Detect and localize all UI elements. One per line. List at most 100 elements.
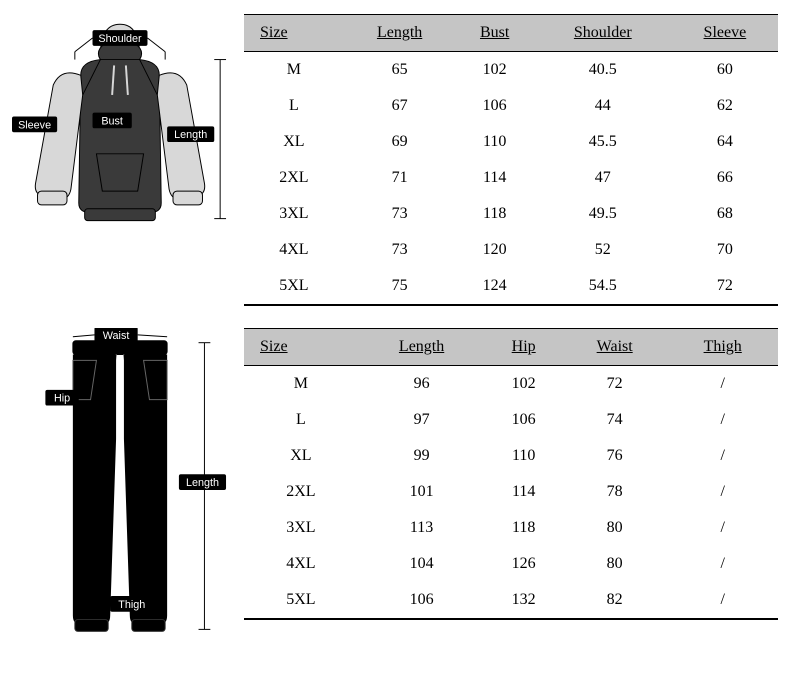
table-row: 2XL711144766 (244, 160, 778, 196)
table-cell: 71 (344, 160, 456, 196)
table-row: 3XL7311849.568 (244, 196, 778, 232)
table-cell: 73 (344, 196, 456, 232)
table-cell: 80 (562, 546, 667, 582)
th-length2: Length (358, 329, 486, 366)
th-hip: Hip (485, 329, 562, 366)
length-label-top: Length (174, 129, 207, 141)
th-shoulder: Shoulder (534, 15, 672, 52)
table-cell: 120 (456, 232, 534, 268)
table-cell: 114 (485, 474, 562, 510)
th-waist: Waist (562, 329, 667, 366)
table-cell: / (667, 546, 778, 582)
thigh-label: Thigh (118, 599, 145, 611)
table-cell: 49.5 (534, 196, 672, 232)
table-cell: 110 (485, 438, 562, 474)
table-cell: 5XL (244, 582, 358, 619)
table-row: 4XL10412680/ (244, 546, 778, 582)
table-cell: 110 (456, 124, 534, 160)
table-row: M6510240.560 (244, 52, 778, 89)
table-cell: 64 (672, 124, 778, 160)
table-cell: 80 (562, 510, 667, 546)
table-cell: 2XL (244, 160, 344, 196)
table-cell: 67 (344, 88, 456, 124)
top-section: Shoulder Sleeve Bust Length Size Le (12, 14, 778, 306)
table-cell: L (244, 88, 344, 124)
table-row: 3XL11311880/ (244, 510, 778, 546)
table-cell: 99 (358, 438, 486, 474)
table-cell: 60 (672, 52, 778, 89)
table-row: 5XL10613282/ (244, 582, 778, 619)
table-cell: 70 (672, 232, 778, 268)
table-row: 5XL7512454.572 (244, 268, 778, 305)
table-cell: 68 (672, 196, 778, 232)
table-cell: 118 (485, 510, 562, 546)
table-cell: / (667, 510, 778, 546)
table-cell: 72 (672, 268, 778, 305)
table-cell: 73 (344, 232, 456, 268)
table-cell: 40.5 (534, 52, 672, 89)
table-cell: 3XL (244, 510, 358, 546)
table-cell: 66 (672, 160, 778, 196)
table-cell: / (667, 366, 778, 403)
table-cell: / (667, 438, 778, 474)
table-row: L9710674/ (244, 402, 778, 438)
table-row: L671064462 (244, 88, 778, 124)
table-row: XL9911076/ (244, 438, 778, 474)
th-size2: Size (244, 329, 358, 366)
table-cell: 102 (485, 366, 562, 403)
bottom-size-table: Size Length Hip Waist Thigh M9610272/L97… (244, 328, 778, 620)
table-cell: / (667, 474, 778, 510)
sleeve-label: Sleeve (18, 119, 51, 131)
table-cell: 96 (358, 366, 486, 403)
table-cell: 124 (456, 268, 534, 305)
table-row: 4XL731205270 (244, 232, 778, 268)
table-row: 2XL10111478/ (244, 474, 778, 510)
table-cell: 106 (456, 88, 534, 124)
table-cell: 47 (534, 160, 672, 196)
table-cell: XL (244, 438, 358, 474)
table-cell: 44 (534, 88, 672, 124)
table-cell: 76 (562, 438, 667, 474)
table-cell: 2XL (244, 474, 358, 510)
hoodie-diagram: Shoulder Sleeve Bust Length (12, 14, 228, 274)
table-cell: 82 (562, 582, 667, 619)
table-cell: 45.5 (534, 124, 672, 160)
table-cell: 101 (358, 474, 486, 510)
table-cell: 52 (534, 232, 672, 268)
table-cell: 72 (562, 366, 667, 403)
table-cell: 118 (456, 196, 534, 232)
bottom-section: Waist Hip Length Thigh Size Length Hip (12, 328, 778, 648)
th-length: Length (344, 15, 456, 52)
table-cell: / (667, 402, 778, 438)
table-cell: 4XL (244, 232, 344, 268)
th-size: Size (244, 15, 344, 52)
table-cell: XL (244, 124, 344, 160)
table-cell: 4XL (244, 546, 358, 582)
th-sleeve: Sleeve (672, 15, 778, 52)
table-cell: 78 (562, 474, 667, 510)
table-cell: 114 (456, 160, 534, 196)
pants-diagram: Waist Hip Length Thigh (12, 328, 228, 648)
table-cell: 74 (562, 402, 667, 438)
hip-label: Hip (54, 393, 70, 405)
table-row: XL6911045.564 (244, 124, 778, 160)
table-cell: 3XL (244, 196, 344, 232)
table-cell: 106 (485, 402, 562, 438)
table-cell: 62 (672, 88, 778, 124)
table-row: M9610272/ (244, 366, 778, 403)
table-cell: 132 (485, 582, 562, 619)
waist-label: Waist (103, 330, 130, 342)
table-cell: 75 (344, 268, 456, 305)
bust-label: Bust (101, 115, 123, 127)
table-cell: 69 (344, 124, 456, 160)
table-cell: 65 (344, 52, 456, 89)
shoulder-label: Shoulder (98, 33, 142, 45)
table-cell: M (244, 366, 358, 403)
table-cell: 54.5 (534, 268, 672, 305)
top-size-table: Size Length Bust Shoulder Sleeve M651024… (244, 14, 778, 306)
th-thigh: Thigh (667, 329, 778, 366)
table-cell: / (667, 582, 778, 619)
th-bust: Bust (456, 15, 534, 52)
table-cell: 5XL (244, 268, 344, 305)
table-cell: 102 (456, 52, 534, 89)
